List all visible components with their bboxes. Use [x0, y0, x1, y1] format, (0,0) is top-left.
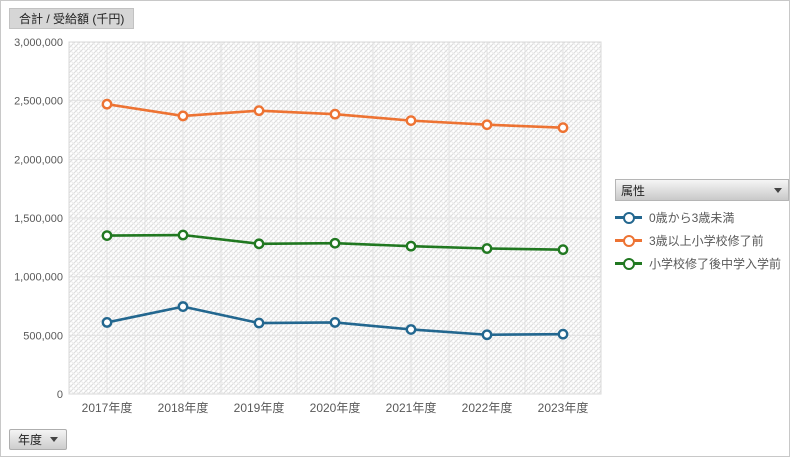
- data-point[interactable]: [405, 324, 417, 335]
- data-point[interactable]: [177, 229, 189, 241]
- legend-items: 0歳から3歳未満 3歳以上小学校修了前 小学校修了後中学入学前: [615, 201, 789, 275]
- x-axis-tick-label: 2019年度: [234, 400, 285, 415]
- data-point[interactable]: [253, 238, 265, 250]
- y-axis-tick-label: 3,000,000: [14, 37, 63, 49]
- legend-item[interactable]: 0歳から3歳未満: [615, 206, 789, 229]
- x-axis-tick-label: 2020年度: [310, 400, 361, 415]
- data-point[interactable]: [405, 240, 417, 252]
- legend-field-button[interactable]: 属性: [615, 179, 789, 201]
- data-point[interactable]: [253, 317, 265, 329]
- y-axis-tick-label: 1,500,000: [14, 213, 63, 225]
- data-point[interactable]: [253, 105, 265, 117]
- legend: 属性 0歳から3歳未満 3歳以上小学校修了前 小学校修了後中学入学前: [615, 179, 789, 275]
- y-axis-tick-label: 2,000,000: [14, 154, 63, 166]
- x-axis-tick-label: 2021年度: [386, 400, 437, 415]
- series-marker-icon: [615, 234, 642, 247]
- y-axis-tick-label: 2,500,000: [14, 96, 63, 108]
- data-point[interactable]: [177, 301, 189, 312]
- series-marker-icon: [615, 257, 642, 270]
- data-point[interactable]: [557, 244, 569, 256]
- series-marker-icon: [615, 211, 642, 224]
- data-point[interactable]: [557, 122, 569, 134]
- axis-field-button[interactable]: 年度: [9, 429, 68, 450]
- legend-item-label: 3歳以上小学校修了前: [649, 234, 764, 248]
- x-axis-tick-label: 2017年度: [82, 400, 133, 415]
- data-point[interactable]: [329, 237, 341, 249]
- data-point[interactable]: [177, 110, 189, 122]
- x-axis-tick-label: 2023年度: [538, 400, 589, 415]
- data-point[interactable]: [557, 328, 569, 340]
- data-point[interactable]: [101, 317, 113, 328]
- x-axis-tick-label: 2022年度: [462, 400, 513, 415]
- legend-field-label: 属性: [621, 183, 646, 198]
- chevron-down-icon: [50, 437, 59, 442]
- data-point[interactable]: [405, 115, 417, 127]
- legend-item-label: 小学校修了後中学入学前: [649, 257, 782, 271]
- data-point[interactable]: [101, 98, 113, 110]
- chevron-down-icon: [774, 187, 782, 193]
- data-point[interactable]: [329, 317, 341, 328]
- data-point[interactable]: [481, 329, 493, 341]
- data-point[interactable]: [481, 119, 493, 131]
- legend-item-label: 0歳から3歳未満: [649, 211, 735, 225]
- data-point[interactable]: [101, 230, 113, 242]
- y-axis-tick-label: 1,000,000: [14, 272, 63, 284]
- legend-item[interactable]: 小学校修了後中学入学前: [615, 252, 789, 275]
- axis-field-label: 年度: [18, 433, 43, 447]
- y-axis-tick-label: 500,000: [23, 330, 63, 342]
- data-point[interactable]: [329, 108, 341, 120]
- x-axis-tick-label: 2018年度: [158, 400, 209, 415]
- y-axis-tick-label: 0: [57, 389, 63, 401]
- legend-item[interactable]: 3歳以上小学校修了前: [615, 229, 789, 252]
- data-point[interactable]: [481, 243, 493, 254]
- value-field-button[interactable]: 合計 / 受給額 (千円): [9, 8, 135, 29]
